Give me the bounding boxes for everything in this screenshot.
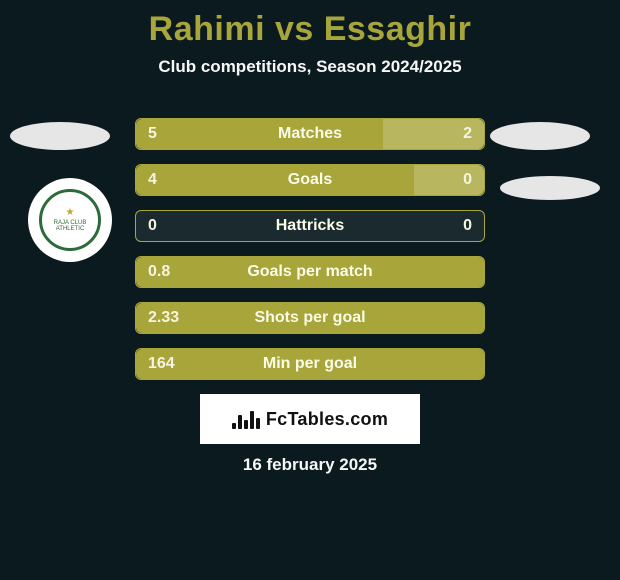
club-placeholder-right — [490, 122, 590, 150]
comparison-bars: 52Matches 40Goals 00Hattricks 0.8Goals per … — [135, 118, 485, 394]
bar-label: Goals per match — [136, 263, 484, 281]
club-placeholder-right-2 — [500, 176, 600, 200]
bar-label: Hattricks — [136, 217, 484, 235]
page-subtitle: Club competitions, Season 2024/2025 — [0, 57, 620, 77]
comparison-row: 00Hattricks — [135, 210, 485, 242]
comparison-row: 164Min per goal — [135, 348, 485, 380]
fctables-logo: FcTables.com — [200, 394, 420, 444]
comparison-row: 0.8Goals per match — [135, 256, 485, 288]
comparison-row: 2.33Shots per goal — [135, 302, 485, 334]
club-badge-left: ★ RAJA CLUB ATHLETIC — [28, 178, 112, 262]
crown-icon: ★ — [66, 208, 75, 218]
bar-chart-icon — [232, 409, 260, 429]
bar-label: Goals — [136, 171, 484, 189]
comparison-row: 52Matches — [135, 118, 485, 150]
footer-date: 16 february 2025 — [0, 455, 620, 475]
bar-label: Shots per goal — [136, 309, 484, 327]
bar-label: Min per goal — [136, 355, 484, 373]
comparison-row: 40Goals — [135, 164, 485, 196]
page-root: Rahimi vs Essaghir Club competitions, Se… — [0, 0, 620, 580]
bar-label: Matches — [136, 125, 484, 143]
fctables-logo-text: FcTables.com — [266, 409, 388, 430]
club-badge-inner: ★ RAJA CLUB ATHLETIC — [39, 189, 101, 251]
club-badge-text: RAJA CLUB ATHLETIC — [42, 220, 98, 232]
club-placeholder-left — [10, 122, 110, 150]
page-title: Rahimi vs Essaghir — [0, 0, 620, 49]
